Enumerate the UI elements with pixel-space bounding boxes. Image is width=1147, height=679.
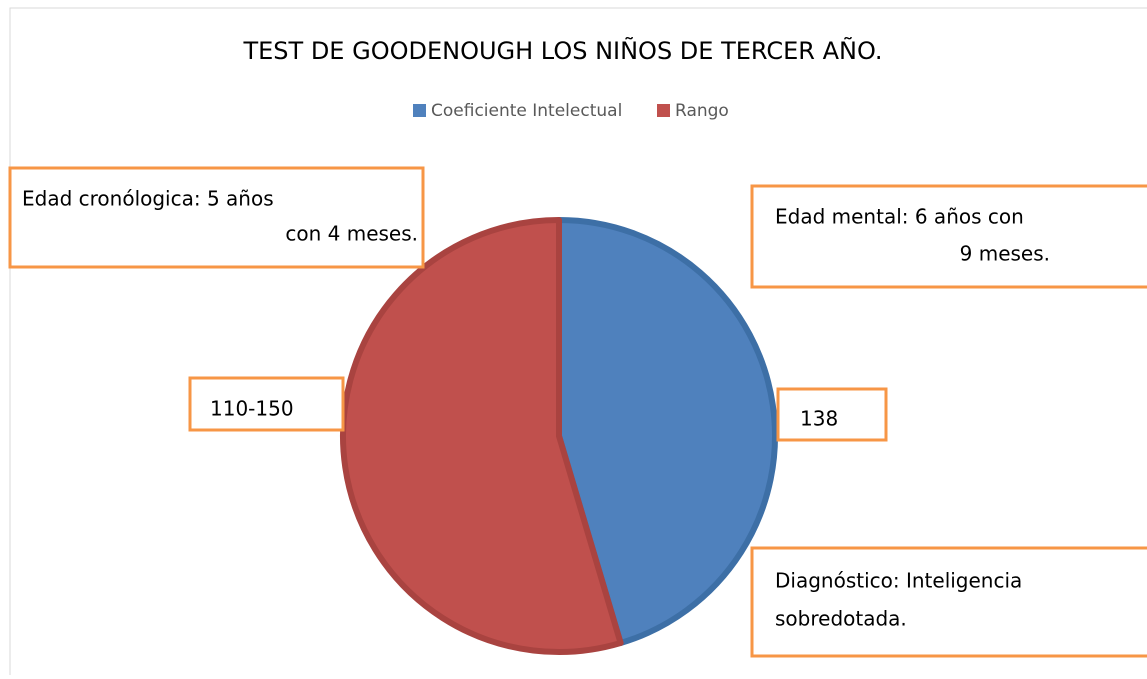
data-label: 138 xyxy=(800,407,838,431)
pie-slice xyxy=(340,217,624,655)
annotation-box xyxy=(188,376,345,432)
legend-swatch xyxy=(657,104,670,117)
annotation-text: sobredotada. xyxy=(775,607,907,631)
annotation-box xyxy=(750,546,1147,658)
annotation-text: Edad cronólogica: 5 años xyxy=(22,187,274,211)
annotation-text: 9 meses. xyxy=(960,242,1050,266)
pie-slice xyxy=(556,217,778,647)
legend-label: Coeficiente Intelectual xyxy=(431,101,622,121)
chart-title: TEST DE GOODENOUGH LOS NIÑOS DE TERCER A… xyxy=(242,35,882,65)
legend-swatch xyxy=(413,104,426,117)
annotation-text: con 4 meses. xyxy=(285,222,418,246)
annotation-box xyxy=(750,184,1147,289)
annotation-text: Edad mental: 6 años con xyxy=(775,205,1024,229)
annotation-text: 110-150 xyxy=(210,397,294,421)
annotation-box xyxy=(8,166,425,269)
data-label-box xyxy=(776,387,888,442)
annotation-text: Diagnóstico: Inteligencia xyxy=(775,569,1022,593)
legend-label: Rango xyxy=(675,101,729,121)
